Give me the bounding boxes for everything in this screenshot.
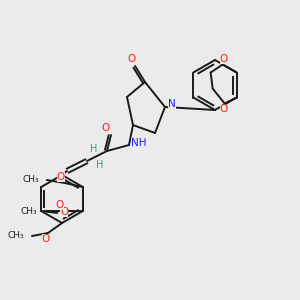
Text: O: O bbox=[60, 207, 68, 217]
Text: O: O bbox=[220, 53, 228, 64]
Text: O: O bbox=[42, 234, 50, 244]
Text: CH₃: CH₃ bbox=[20, 206, 37, 215]
Text: CH₃: CH₃ bbox=[8, 232, 24, 241]
Text: NH: NH bbox=[131, 138, 147, 148]
Text: H: H bbox=[96, 160, 104, 170]
Text: O: O bbox=[57, 172, 65, 182]
Text: N: N bbox=[168, 99, 176, 109]
Text: CH₃: CH₃ bbox=[22, 176, 39, 184]
Text: H: H bbox=[90, 144, 98, 154]
Text: O: O bbox=[56, 200, 64, 210]
Text: O: O bbox=[127, 54, 135, 64]
Text: H: H bbox=[90, 144, 98, 154]
Text: O: O bbox=[220, 104, 228, 115]
Text: H: H bbox=[96, 160, 104, 170]
Text: O: O bbox=[101, 123, 109, 133]
